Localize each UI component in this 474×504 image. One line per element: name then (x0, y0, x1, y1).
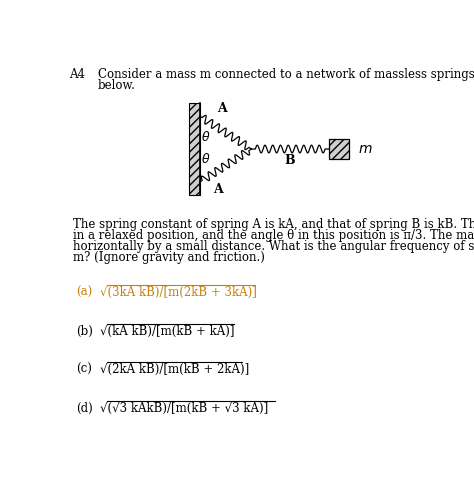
Text: A4: A4 (69, 68, 85, 81)
Text: Consider a mass m connected to a network of massless springs shown in the figure: Consider a mass m connected to a network… (98, 68, 474, 81)
Bar (190, 103, 200, 195)
Text: (d): (d) (76, 402, 93, 415)
Text: in a relaxed position, and the angle θ in this position is π/3. The mass is disp: in a relaxed position, and the angle θ i… (73, 229, 474, 242)
Text: horizontally by a small distance. What is the angular frequency of small oscilla: horizontally by a small distance. What i… (73, 240, 474, 253)
Text: The spring constant of spring A is kA, and that of spring B is kB. The springs a: The spring constant of spring A is kA, a… (73, 218, 474, 231)
Text: A: A (217, 102, 227, 115)
Text: $\theta$: $\theta$ (201, 152, 210, 166)
Text: (a): (a) (76, 286, 92, 299)
Text: √(2kA kB)/[m(kB + 2kA)]: √(2kA kB)/[m(kB + 2kA)] (100, 363, 250, 376)
Text: $m$: $m$ (357, 142, 372, 156)
Text: B: B (285, 154, 295, 167)
Text: √(√3 kAkB)/[m(kB + √3 kA)]: √(√3 kAkB)/[m(kB + √3 kA)] (100, 402, 269, 415)
Text: (b): (b) (76, 325, 93, 338)
Text: (c): (c) (76, 363, 92, 376)
Text: $\theta$: $\theta$ (201, 130, 210, 144)
Text: √(3kA kB)/[m(2kB + 3kA)]: √(3kA kB)/[m(2kB + 3kA)] (100, 286, 257, 299)
Text: m? (Ignore gravity and friction.): m? (Ignore gravity and friction.) (73, 250, 265, 264)
Text: √(kA kB)/[m(kB + kA)]: √(kA kB)/[m(kB + kA)] (100, 325, 235, 338)
Text: below.: below. (98, 79, 136, 92)
Bar (329, 139, 349, 159)
Text: A: A (213, 183, 223, 197)
